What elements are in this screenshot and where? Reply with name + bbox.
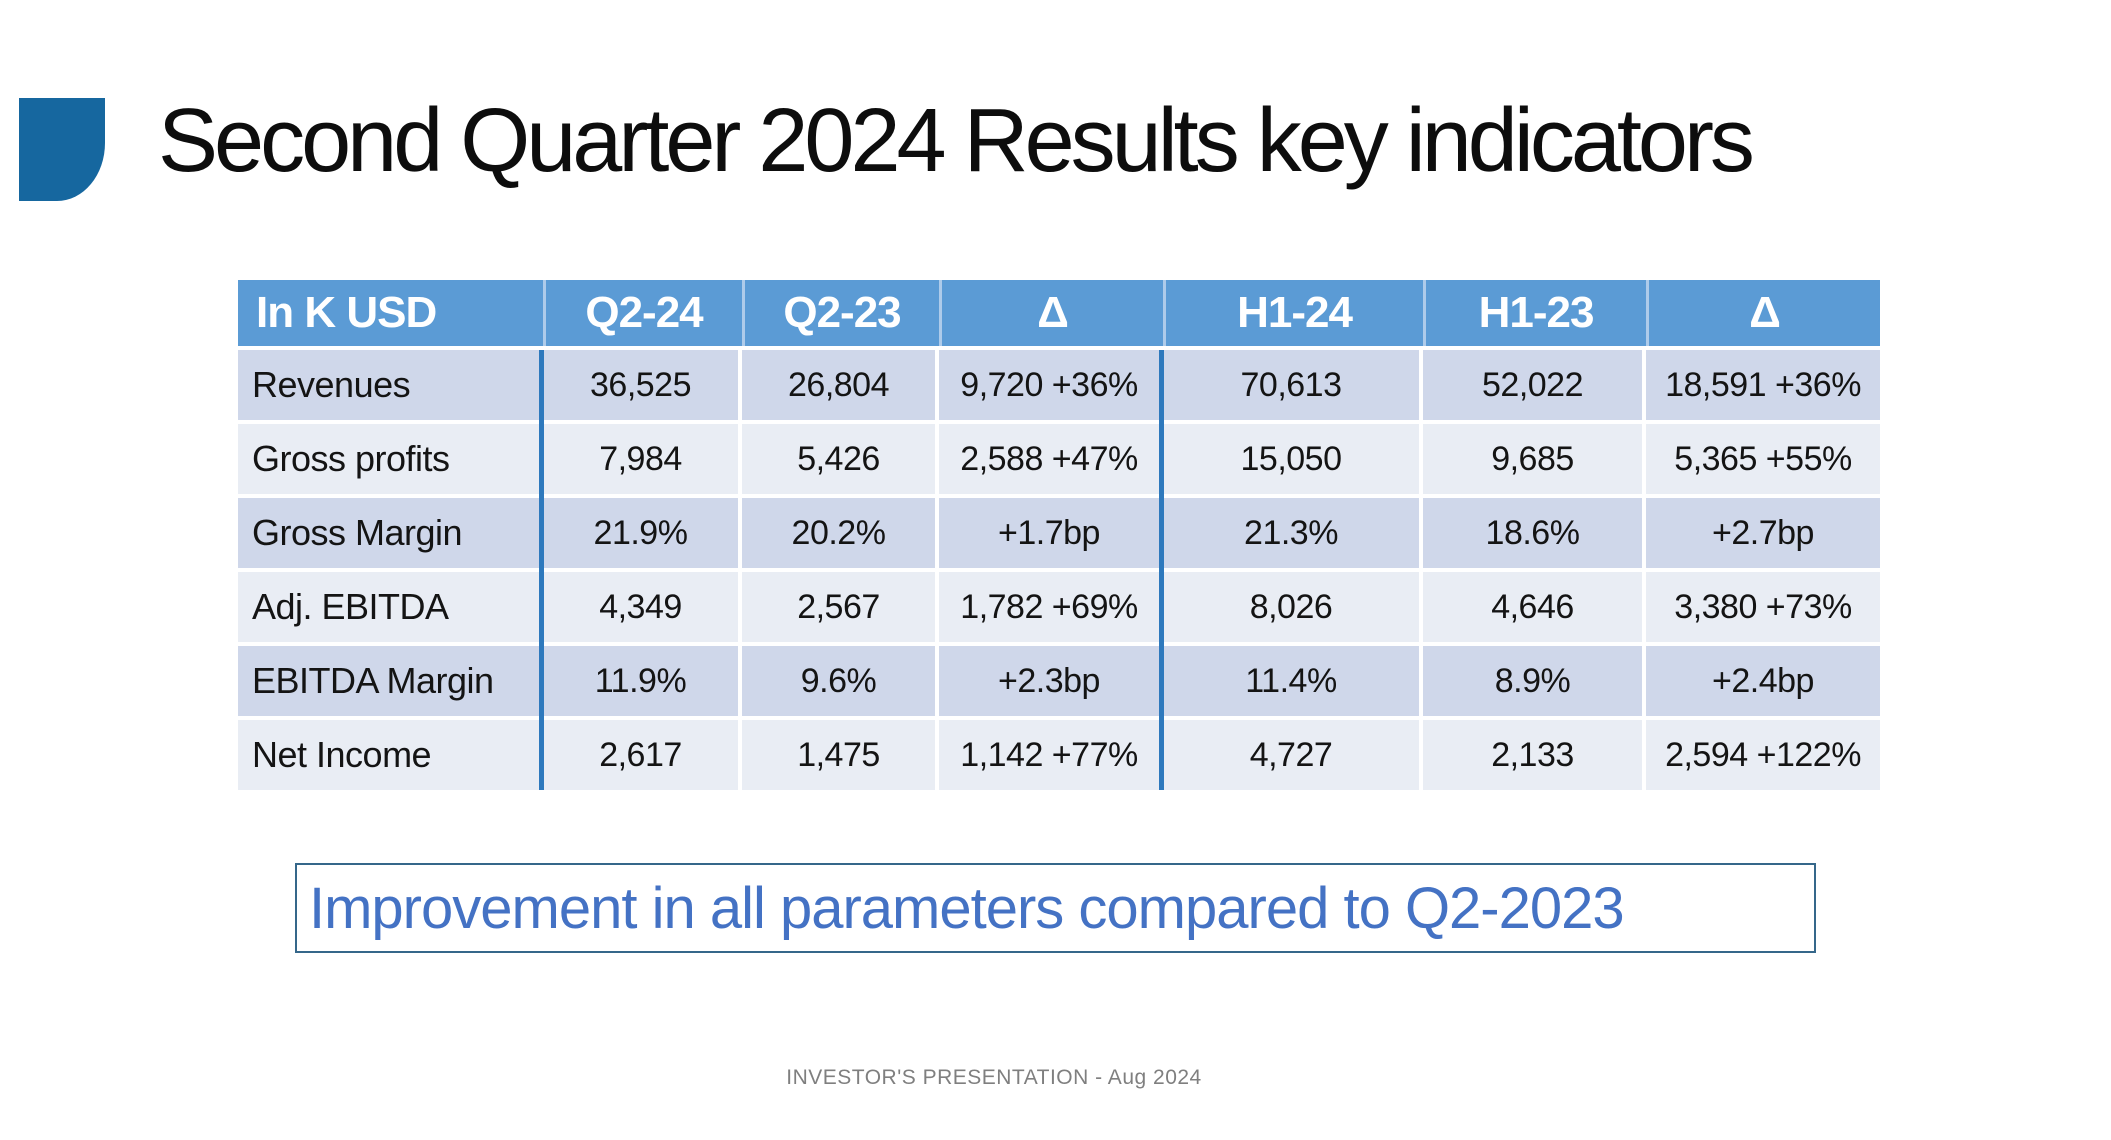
table-cell: 26,804 xyxy=(742,350,935,420)
table-divider-line-left xyxy=(539,350,544,790)
table-cell: 11.9% xyxy=(543,646,738,716)
table-cell: 2,617 xyxy=(543,720,738,790)
table-cell: 5,426 xyxy=(742,424,935,494)
row-label: Net Income xyxy=(238,720,539,790)
table-cell: +2.7bp xyxy=(1646,498,1880,568)
table-cell: 2,567 xyxy=(742,572,935,642)
table-cell: 5,365 +55% xyxy=(1646,424,1880,494)
row-label: Revenues xyxy=(238,350,539,420)
header-delta-half: Δ xyxy=(1646,280,1880,346)
table-cell: 9.6% xyxy=(742,646,935,716)
table-header-row: In K USD Q2-24 Q2-23 Δ H1-24 H1-23 Δ xyxy=(238,280,1880,346)
header-h1-23: H1-23 xyxy=(1423,280,1646,346)
table-cell: 18.6% xyxy=(1423,498,1642,568)
table-cell: 52,022 xyxy=(1423,350,1642,420)
header-q2-23: Q2-23 xyxy=(742,280,939,346)
company-logo xyxy=(19,98,105,201)
table-cell: 3,380 +73% xyxy=(1646,572,1880,642)
table-cell: 36,525 xyxy=(543,350,738,420)
table-cell: 21.3% xyxy=(1163,498,1419,568)
slide-title: Second Quarter 2024 Results key indicato… xyxy=(158,91,1755,191)
table-row-net-income: Net Income 2,617 1,475 1,142 +77% 4,727 … xyxy=(238,720,1880,790)
table-cell: 1,142 +77% xyxy=(939,720,1159,790)
callout-box: Improvement in all parameters compared t… xyxy=(295,863,1816,953)
table-cell: 1,475 xyxy=(742,720,935,790)
table-cell: 8.9% xyxy=(1423,646,1642,716)
table-cell: +2.4bp xyxy=(1646,646,1880,716)
table-cell: 21.9% xyxy=(543,498,738,568)
row-label: Gross profits xyxy=(238,424,539,494)
header-h1-24: H1-24 xyxy=(1163,280,1423,346)
table-cell: +1.7bp xyxy=(939,498,1159,568)
table-cell: 20.2% xyxy=(742,498,935,568)
header-q2-24: Q2-24 xyxy=(543,280,742,346)
table-cell: 15,050 xyxy=(1163,424,1419,494)
header-unit-label: In K USD xyxy=(256,288,437,337)
table-cell: 2,133 xyxy=(1423,720,1642,790)
table-cell: 2,594 +122% xyxy=(1646,720,1880,790)
table-row-ebitda-margin: EBITDA Margin 11.9% 9.6% +2.3bp 11.4% 8.… xyxy=(238,646,1880,716)
table-row-gross-profits: Gross profits 7,984 5,426 2,588 +47% 15,… xyxy=(238,424,1880,494)
table-cell: 2,588 +47% xyxy=(939,424,1159,494)
table-cell: 11.4% xyxy=(1163,646,1419,716)
row-label: Adj. EBITDA xyxy=(238,572,539,642)
table-cell: 7,984 xyxy=(543,424,738,494)
table-cell: +2.3bp xyxy=(939,646,1159,716)
table-cell: 9,685 xyxy=(1423,424,1642,494)
table-row-gross-margin: Gross Margin 21.9% 20.2% +1.7bp 21.3% 18… xyxy=(238,498,1880,568)
table-cell: 4,646 xyxy=(1423,572,1642,642)
financial-indicators-table: In K USD Q2-24 Q2-23 Δ H1-24 H1-23 Δ Rev… xyxy=(238,280,1880,790)
footer-text: INVESTOR'S PRESENTATION - Aug 2024 xyxy=(786,1066,1202,1089)
table-cell: 70,613 xyxy=(1163,350,1419,420)
table-divider-line-right xyxy=(1159,350,1164,790)
table-row-adj-ebitda: Adj. EBITDA 4,349 2,567 1,782 +69% 8,026… xyxy=(238,572,1880,642)
table-cell: 4,349 xyxy=(543,572,738,642)
table-cell: 8,026 xyxy=(1163,572,1419,642)
callout-text: Improvement in all parameters compared t… xyxy=(309,875,1625,941)
table-cell: 18,591 +36% xyxy=(1646,350,1880,420)
table-cell: 1,782 +69% xyxy=(939,572,1159,642)
table-cell: 4,727 xyxy=(1163,720,1419,790)
table-row-revenues: Revenues 36,525 26,804 9,720 +36% 70,613… xyxy=(238,350,1880,420)
table-cell: 9,720 +36% xyxy=(939,350,1159,420)
table-body: Revenues 36,525 26,804 9,720 +36% 70,613… xyxy=(238,350,1880,790)
header-delta-quarter: Δ xyxy=(939,280,1163,346)
row-label: EBITDA Margin xyxy=(238,646,539,716)
row-label: Gross Margin xyxy=(238,498,539,568)
